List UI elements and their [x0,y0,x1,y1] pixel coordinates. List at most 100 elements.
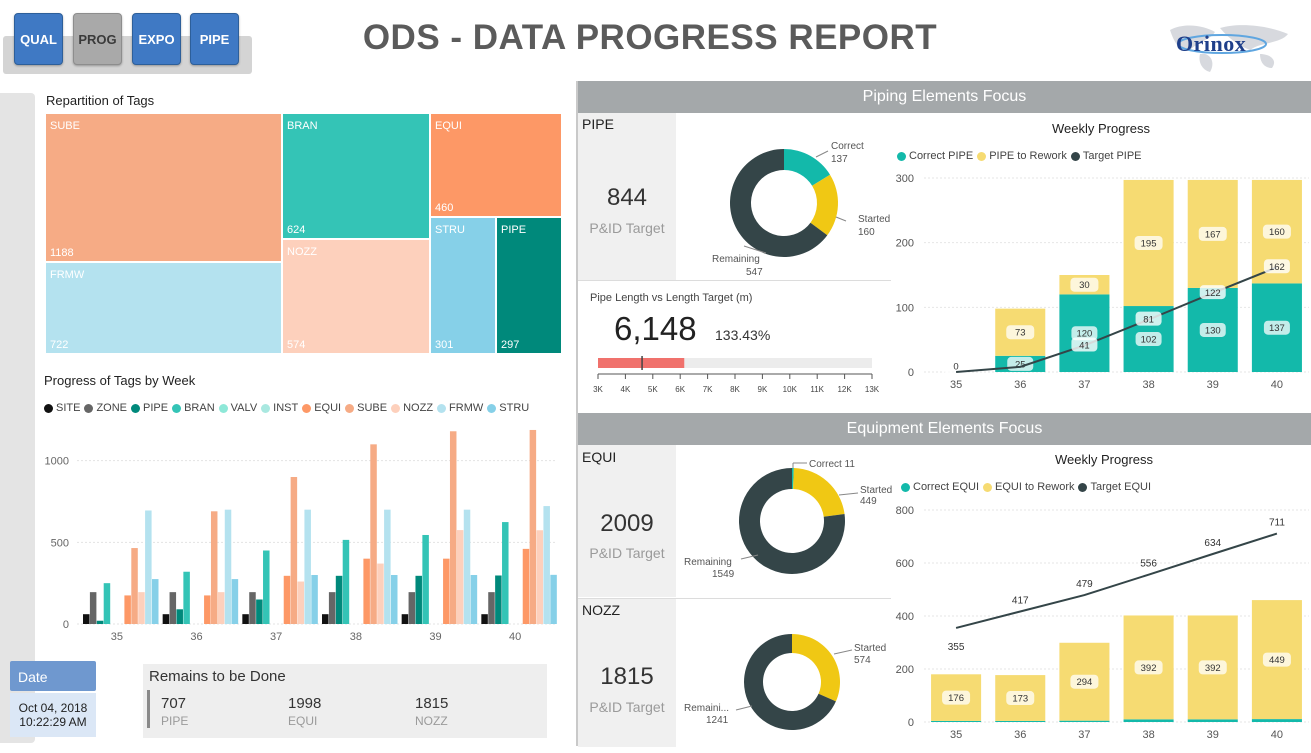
treemap-tile-sube[interactable]: SUBE 1188 [45,113,282,262]
data-label-bg [1070,674,1099,689]
legend-label: EQUI to Rework [995,481,1075,493]
nozz-kpi-caption: P&ID Target [589,699,665,715]
donut-slice [744,634,836,730]
data-label-bg [1134,235,1163,250]
y-tick-label: 500 [51,537,69,549]
progress-legend-item[interactable]: STRU [487,402,529,414]
bar [297,581,305,624]
donut-value: 1241 [706,715,729,726]
equi-weekly-legend-item[interactable]: EQUI to Rework [983,481,1074,493]
donut-slice [730,149,828,257]
remains-equi-value: 1998 [288,695,322,712]
bar [231,579,239,624]
progress-legend-item[interactable]: SUBE [345,402,387,414]
legend-dot-icon [218,403,228,413]
time-text: 10:22:29 AM [19,715,87,729]
legend-dot-icon [345,403,355,413]
legend-label: STRU [499,402,530,414]
donut-value: 449 [860,496,877,507]
pipe-length-title: Pipe Length vs Length Target (m) [590,292,753,304]
x-tick-label: 35 [111,631,123,643]
progress-chart-title: Progress of Tags by Week [44,373,196,388]
equi-weekly-legend: Correct EQUI EQUI to Rework Target EQUI [901,481,1155,493]
legend-dot-icon [302,403,312,413]
pipe-weekly-title: Weekly Progress [1052,121,1151,136]
nav-button-expo[interactable]: EXPO [132,13,181,65]
progress-legend-item[interactable]: NOZZ [391,402,433,414]
nav-button-prog[interactable]: PROG [73,13,122,65]
progress-legend-item[interactable]: FRMW [437,402,483,414]
data-label: 73 [1015,328,1026,339]
pipe-weekly-legend-item[interactable]: PIPE to Rework [977,150,1067,162]
gauge-tick-label: 3K [593,385,603,394]
data-label-bg [1006,325,1035,340]
vertical-divider [576,81,578,746]
target-label: 556 [1140,559,1157,570]
bar [481,614,488,624]
data-label: 30 [1079,280,1090,291]
donut-slice [793,468,845,517]
donut-slice [784,149,831,186]
donut-slice [792,468,794,490]
y-tick-label: 1000 [45,456,69,468]
progress-legend-item[interactable]: VALV [218,402,257,414]
target-label: 81 [1143,315,1154,326]
treemap-tile-pipe[interactable]: PIPE 297 [496,217,562,354]
remains-nozz-value: 1815 [415,695,449,712]
equi-weekly-legend-item[interactable]: Correct EQUI [901,481,979,493]
progress-legend-item[interactable]: SITE [44,402,80,414]
left-rail [0,93,35,743]
equi-kpi-card [578,445,676,597]
donut-value: 137 [831,154,848,165]
treemap-tile-nozz[interactable]: NOZZ 574 [282,239,430,354]
pipe-weekly-legend-item[interactable]: Target PIPE [1070,150,1142,162]
x-tick-label: 38 [1142,379,1154,391]
bar [342,539,350,624]
date-value: Oct 04, 2018 10:22:29 AM [10,693,96,737]
progress-legend-item[interactable]: ZONE [84,402,127,414]
legend-dot-icon [437,403,447,413]
bar [217,592,225,624]
donut-label: Remaining [712,254,760,265]
bar [422,534,429,624]
nav-button-qual[interactable]: QUAL [14,13,63,65]
remains-card: Remains to be Done 707 PIPE 1998 EQUI 18… [143,664,547,738]
data-label-bg [1199,285,1226,300]
bar [529,429,537,624]
progress-legend-item[interactable]: BRAN [172,402,215,414]
bar [449,431,457,624]
nav-button-pipe[interactable]: PIPE [190,13,239,65]
data-label: 176 [948,693,964,704]
leader-line [835,216,847,222]
data-label-bg [1135,332,1162,347]
bar [488,592,495,624]
bar [370,444,377,624]
data-label-bg [1135,311,1162,326]
progress-legend-item[interactable]: EQUI [302,402,341,414]
progress-legend-item[interactable]: INST [261,402,298,414]
bar-correct [1251,719,1302,722]
data-label: 392 [1205,663,1221,674]
date-header: Date [10,661,96,691]
legend-label: PIPE [143,402,169,414]
bar [224,509,232,624]
gauge-fill [598,358,685,368]
data-label-bg [1071,337,1098,352]
data-label: 167 [1205,229,1221,240]
treemap-tile-equi[interactable]: EQUI 460 [430,113,562,217]
pipe-weekly-legend-item[interactable]: Correct PIPE [897,150,973,162]
pipe-weekly-chart: 0 100 200 300 35 0 36 25 73 37 120 30 38 102 195 39 130 1… [896,173,1309,391]
legend-label: Target PIPE [1082,150,1142,162]
donut-value: 574 [854,655,871,666]
gauge-tick-label: 11K [810,385,824,394]
bar [377,563,384,624]
equi-weekly-legend-item[interactable]: Target EQUI [1078,481,1151,493]
legend-dot-icon [1078,482,1088,492]
treemap-tile-bran[interactable]: BRAN 624 [282,113,430,239]
bar-correct [995,720,1046,722]
treemap-tile-frmw[interactable]: FRMW 722 [45,262,282,354]
progress-legend-item[interactable]: PIPE [131,402,168,414]
treemap-tile-stru[interactable]: STRU 301 [430,217,496,354]
y-tick-label: 200 [896,238,914,250]
data-label: 195 [1141,238,1157,249]
